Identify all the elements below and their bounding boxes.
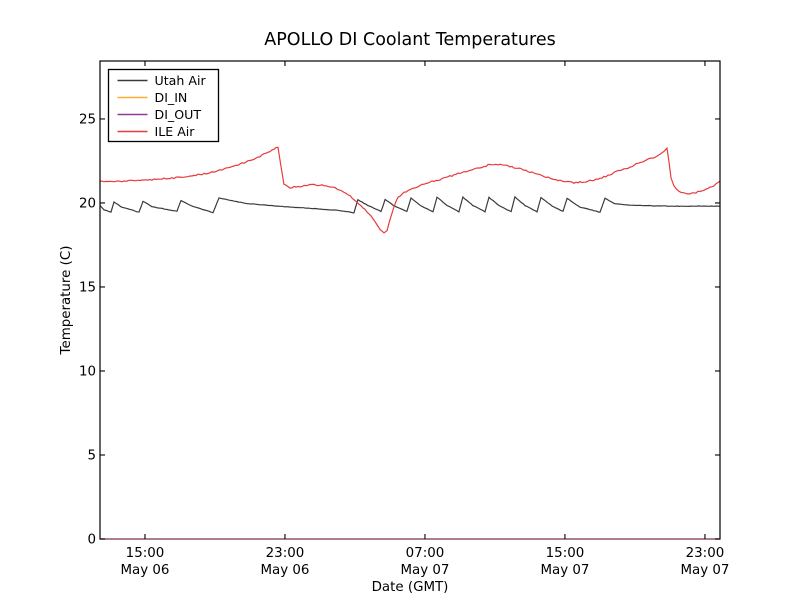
- legend-label-ile-air: ILE Air: [155, 124, 196, 139]
- legend-label-utah-air: Utah Air: [155, 73, 207, 88]
- legend-item-di-in: DI_IN: [117, 90, 188, 105]
- y-axis-label: Temperature (C): [59, 246, 74, 356]
- x-tick-label-time: 23:00: [266, 546, 305, 561]
- y-tick-label: 5: [87, 449, 96, 464]
- x-tick-label-time: 15:00: [546, 546, 585, 561]
- x-tick-label-date: May 06: [120, 563, 169, 578]
- chart-title: APOLLO DI Coolant Temperatures: [264, 30, 555, 50]
- legend-label-di-in: DI_IN: [155, 90, 188, 105]
- y-tick-label: 20: [79, 197, 96, 212]
- ticks-layer: [100, 61, 720, 540]
- legend-item-di-out: DI_OUT: [117, 107, 202, 122]
- legend-label-di-out: DI_OUT: [155, 107, 202, 122]
- x-tick-label-date: May 07: [400, 563, 449, 578]
- tick-labels-layer: 15:00 May 06 23:00 May 06 07:00 May 07 15:00 Ma…: [79, 113, 729, 578]
- x-axis-label: Date (GMT): [372, 580, 449, 595]
- legend: Utah Air DI_IN DI_OUT ILE Air: [107, 68, 220, 143]
- legend-item-utah-air: Utah Air: [117, 73, 207, 88]
- x-tick-label-time: 23:00: [686, 546, 725, 561]
- y-tick-label: 0: [87, 533, 96, 548]
- x-tick-label-time: 15:00: [126, 546, 165, 561]
- x-tick-label-date: May 06: [260, 563, 309, 578]
- y-tick-label: 10: [79, 365, 96, 380]
- y-tick-label: 25: [79, 113, 96, 128]
- y-tick-label: 15: [79, 281, 96, 296]
- series-utah-air-line: [99, 195, 721, 214]
- x-tick-label-date: May 07: [540, 563, 589, 578]
- series-layer: [99, 146, 721, 234]
- legend-box: [107, 68, 220, 143]
- x-tick-label-time: 07:00: [406, 546, 445, 561]
- legend-item-ile-air: ILE Air: [117, 124, 196, 139]
- x-tick-label-date: May 07: [680, 563, 729, 578]
- series-ile-air-line: [99, 146, 721, 234]
